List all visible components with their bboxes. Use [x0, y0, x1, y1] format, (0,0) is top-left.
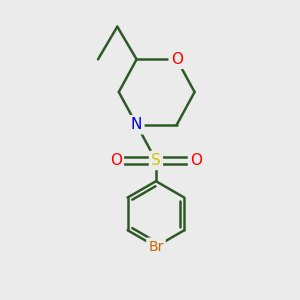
Text: O: O [110, 153, 122, 168]
Text: N: N [131, 117, 142, 132]
Text: O: O [190, 153, 202, 168]
Text: O: O [171, 52, 183, 67]
Text: S: S [151, 153, 161, 168]
Text: Br: Br [148, 240, 164, 254]
